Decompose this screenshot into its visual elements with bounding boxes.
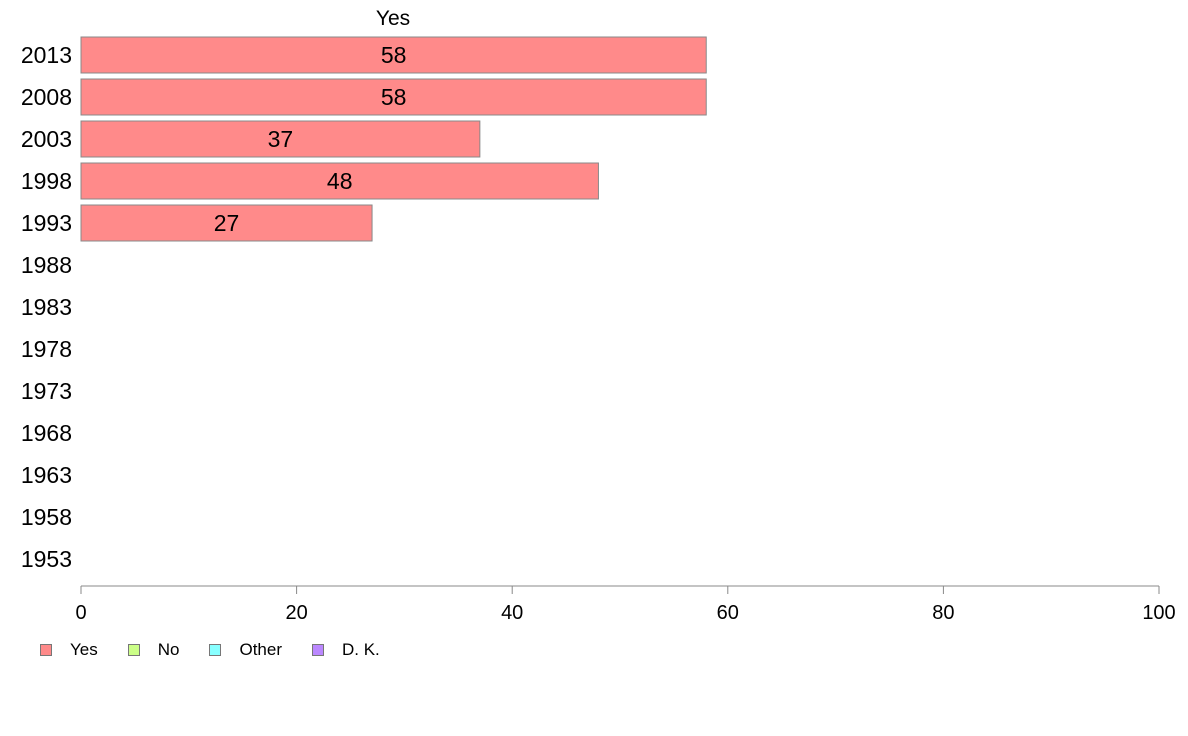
legend-label: D. K. xyxy=(342,640,380,659)
bar-value-label: 58 xyxy=(381,42,407,68)
legend-item: No xyxy=(127,640,180,660)
legend-item: Yes xyxy=(40,640,98,660)
bar-value-label: 58 xyxy=(381,84,407,110)
x-axis: 0 20 40 60 80 100 xyxy=(75,585,1176,620)
legend-item: Other xyxy=(209,640,282,660)
category-label: 1978 xyxy=(21,336,72,362)
category-label: 2003 xyxy=(21,126,72,152)
category-label: 1983 xyxy=(21,294,72,320)
category-label: 1958 xyxy=(21,504,72,530)
category-labels: 2013 2008 2003 1998 1993 1988 1983 1978 1973 1968… xyxy=(21,42,72,572)
bar-value-label: 48 xyxy=(327,168,353,194)
bar-yes xyxy=(80,78,707,116)
bar-yes xyxy=(80,120,481,158)
legend-swatch xyxy=(312,644,324,656)
legend-swatch xyxy=(209,644,222,656)
bar-yes xyxy=(80,204,373,242)
category-label: 1998 xyxy=(21,168,72,194)
bar-yes xyxy=(80,162,599,200)
x-tick-label: 80 xyxy=(932,602,954,620)
category-label: 1953 xyxy=(21,546,72,572)
category-label: 2013 xyxy=(21,42,72,68)
category-label: 1993 xyxy=(21,210,72,236)
bar-yes xyxy=(80,36,707,74)
x-tick-label: 20 xyxy=(285,602,307,620)
bar-value-label: 37 xyxy=(268,126,294,152)
legend-swatch xyxy=(127,644,140,656)
bar-value-label: 27 xyxy=(214,210,240,236)
legend-swatch xyxy=(40,644,52,656)
x-tick-label: 40 xyxy=(501,602,523,620)
x-tick-label: 0 xyxy=(75,602,86,620)
legend-item: D. K. xyxy=(312,640,380,660)
category-label: 1973 xyxy=(21,378,72,404)
category-label: 1963 xyxy=(21,462,72,488)
bar-chart: Yes 58 58 37 48 27 2013 2008 2003 1998 1993 1988 1… xyxy=(21,7,1176,620)
legend-label: No xyxy=(157,640,180,659)
x-tick-label: 100 xyxy=(1142,602,1175,620)
x-tick-label: 60 xyxy=(717,602,739,620)
legend-label: Other xyxy=(239,640,282,659)
bars-layer: 58 58 37 48 27 xyxy=(80,36,707,242)
legend: Yes No Other D. K. xyxy=(40,640,410,660)
legend-label: Yes xyxy=(70,640,98,659)
chart-title: Yes xyxy=(376,7,410,30)
category-label: 2008 xyxy=(21,84,72,110)
category-label: 1988 xyxy=(21,252,72,278)
category-label: 1968 xyxy=(21,420,72,446)
